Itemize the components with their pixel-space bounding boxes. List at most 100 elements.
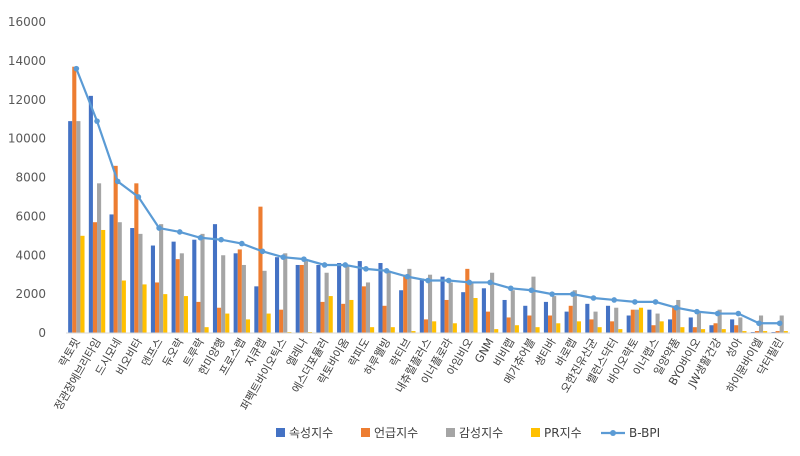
bar-3 xyxy=(200,233,205,333)
bar-2 xyxy=(444,299,449,333)
bar-3 xyxy=(490,272,495,333)
bar-3 xyxy=(324,272,329,333)
legend: 속성지수 언급지수 감성지수 PR지수 B-BPI xyxy=(276,426,660,440)
bar-2 xyxy=(754,331,759,333)
y-tick-label: 6000 xyxy=(15,209,46,223)
bar-1 xyxy=(647,309,652,333)
y-tick-label: 16000 xyxy=(8,15,46,29)
bar-1 xyxy=(605,305,611,333)
bar-1 xyxy=(212,224,218,333)
bar-2 xyxy=(196,301,201,333)
bar-4 xyxy=(556,323,561,333)
legend-swatch xyxy=(531,428,540,437)
bar-4 xyxy=(701,329,706,333)
bar-2 xyxy=(237,249,242,333)
bbpi-point xyxy=(466,279,473,286)
bar-2 xyxy=(134,183,139,333)
bar-3 xyxy=(552,296,557,333)
bar-3 xyxy=(159,224,164,333)
bar-3 xyxy=(469,282,474,333)
bar-2 xyxy=(299,264,304,333)
bar-4 xyxy=(245,319,251,333)
bar-1 xyxy=(502,299,507,333)
bbpi-point xyxy=(94,118,100,124)
bar-1 xyxy=(378,263,383,333)
bar-3 xyxy=(407,268,412,333)
bar-4 xyxy=(721,329,726,333)
bbpi-point xyxy=(239,240,245,247)
legend-label: 감성지수 xyxy=(459,426,503,440)
bbpi-point xyxy=(507,285,514,292)
bbpi-point xyxy=(301,256,307,262)
bar-2 xyxy=(258,206,263,333)
bar-4 xyxy=(473,298,478,333)
bbpi-point xyxy=(487,279,493,286)
bar-3 xyxy=(179,253,184,333)
bar-1 xyxy=(68,121,73,333)
bar-1 xyxy=(316,264,321,333)
bar-3 xyxy=(241,264,246,333)
bbpi-point xyxy=(590,295,597,301)
bar-1 xyxy=(254,286,259,333)
bar-4 xyxy=(535,327,540,333)
bar-2 xyxy=(589,319,594,333)
bar-2 xyxy=(175,259,180,333)
bar-4 xyxy=(514,325,519,333)
bar-2 xyxy=(382,305,387,333)
bar-4 xyxy=(659,321,664,333)
bbpi-point xyxy=(528,287,535,294)
bar-2 xyxy=(672,305,677,333)
y-tick-label: 8000 xyxy=(15,171,46,185)
bar-3 xyxy=(614,307,619,333)
bar-1 xyxy=(543,301,549,333)
bbpi-point xyxy=(156,225,162,231)
bar-3 xyxy=(386,270,391,333)
bar-2 xyxy=(630,309,635,333)
bar-3 xyxy=(365,282,371,333)
bar-2 xyxy=(154,282,160,333)
bbpi-point xyxy=(632,299,638,305)
bbpi-point xyxy=(404,273,411,280)
bar-1 xyxy=(440,276,445,333)
bar-4 xyxy=(680,327,685,333)
bar-1 xyxy=(564,311,569,333)
bar-1 xyxy=(399,290,404,333)
legend-label: PR지수 xyxy=(544,426,582,440)
bar-3 xyxy=(221,255,226,333)
bbpi-point xyxy=(776,320,783,327)
bar-4 xyxy=(101,229,106,333)
bar-2 xyxy=(610,321,615,333)
bar-2 xyxy=(423,319,428,333)
bar-3 xyxy=(76,121,81,333)
bar-2 xyxy=(72,66,77,334)
bbpi-point xyxy=(425,277,431,284)
bar-3 xyxy=(676,299,681,333)
bbpi-point xyxy=(114,178,121,185)
bar-4 xyxy=(763,331,768,333)
bar-4 xyxy=(742,331,747,333)
bar-2 xyxy=(465,268,470,333)
bar-1 xyxy=(109,214,114,333)
bar-2 xyxy=(568,305,573,333)
bar-1 xyxy=(150,245,155,333)
bar-4 xyxy=(183,296,188,333)
bar-1 xyxy=(461,292,466,333)
bar-4 xyxy=(204,327,209,333)
bar-2 xyxy=(651,325,656,333)
bar-1 xyxy=(357,261,362,333)
y-axis: 0 2000 4000 6000 8000 10000 12000 14000 16000 xyxy=(8,15,46,340)
bar-4 xyxy=(576,321,581,333)
bar-2 xyxy=(713,323,718,333)
bbpi-point xyxy=(735,310,742,317)
bar-4 xyxy=(432,321,437,333)
bar-3 xyxy=(634,309,639,333)
bar-1 xyxy=(585,303,590,333)
bar-4 xyxy=(370,327,375,333)
bar-1 xyxy=(419,278,424,333)
bbpi-point xyxy=(197,234,204,241)
bbpi-point xyxy=(259,248,266,255)
bar-4 xyxy=(121,280,126,333)
y-tick-label: 14000 xyxy=(8,54,46,68)
bbpi-point xyxy=(445,277,452,284)
bbpi-point xyxy=(135,194,142,200)
